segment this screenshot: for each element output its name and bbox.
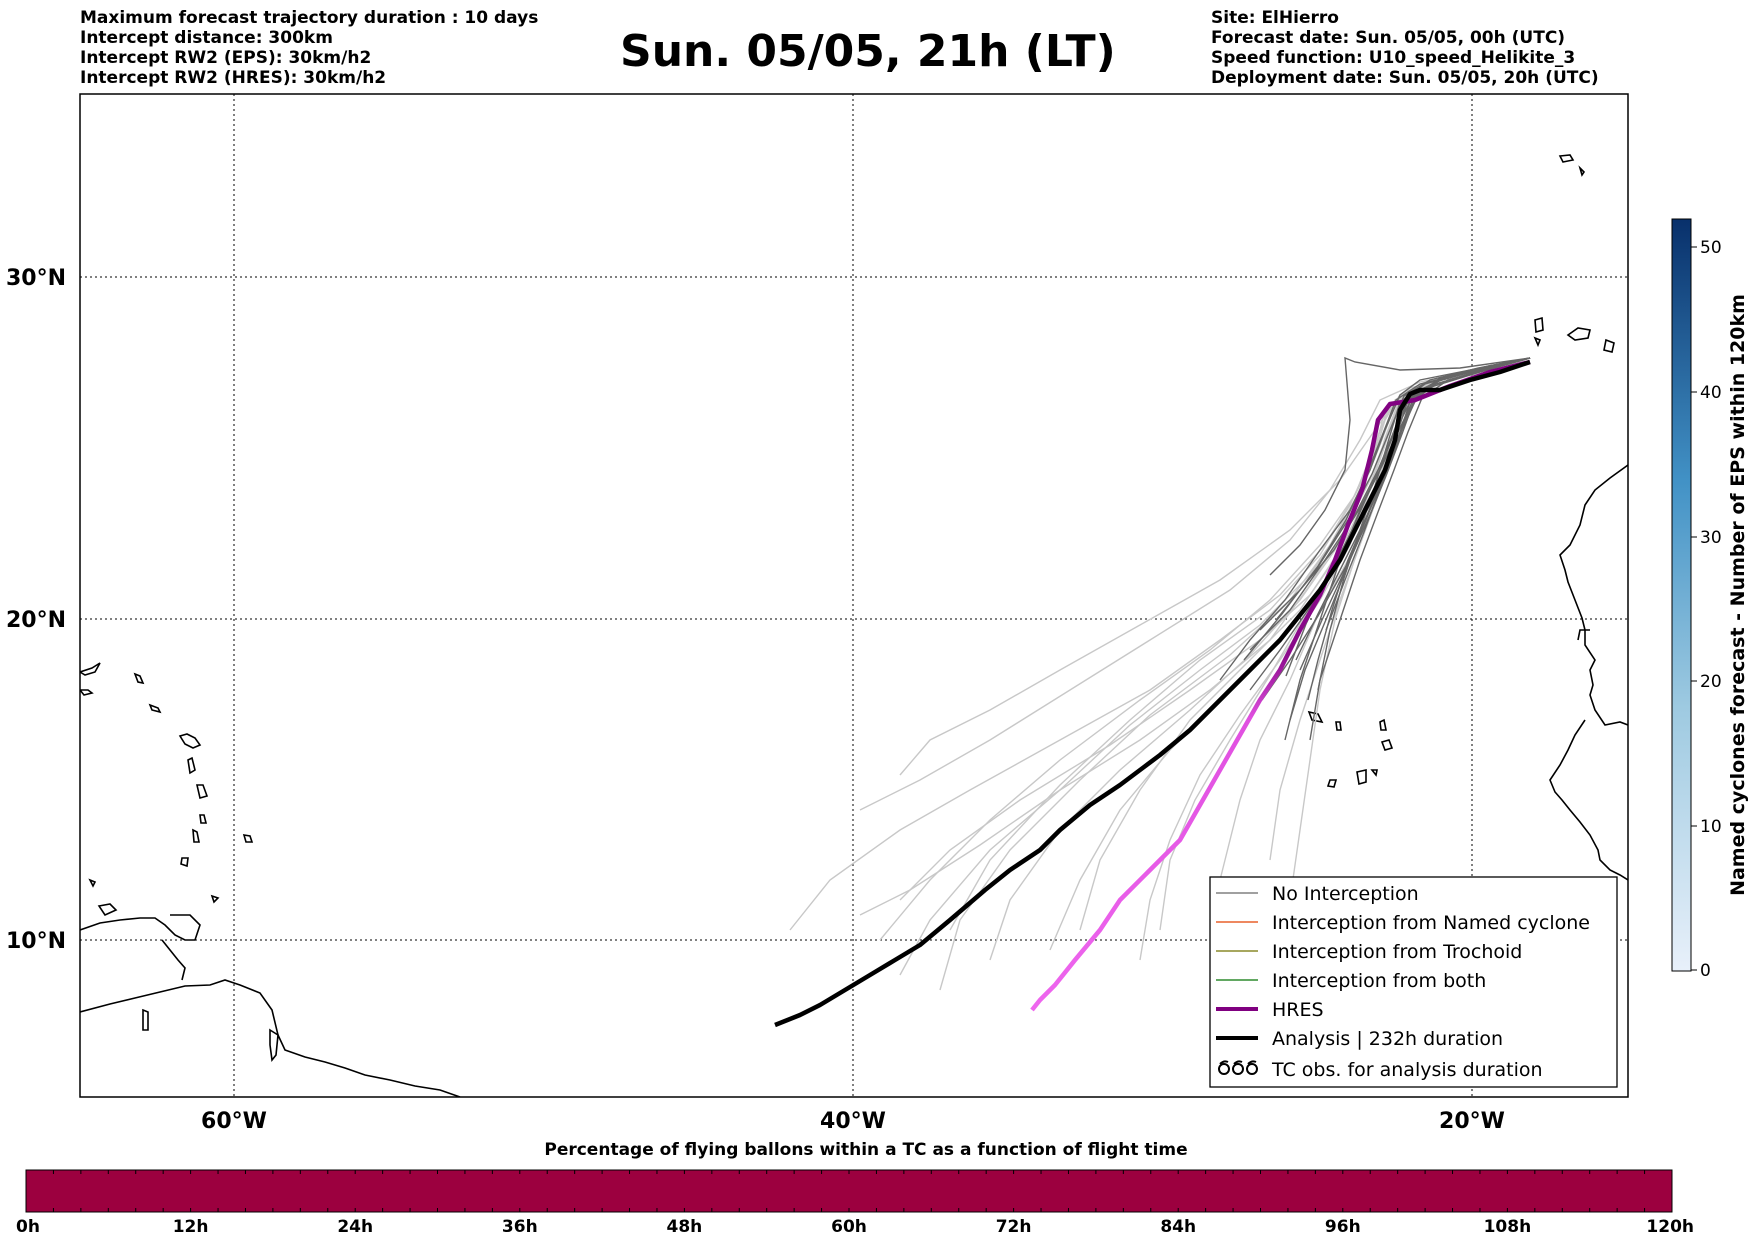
legend-item-analysis: Analysis | 232h duration (1216, 1028, 1503, 1050)
info-line: Site: ElHierro (1211, 8, 1339, 28)
info-line: Speed function: U10_speed_Helikite_3 (1211, 48, 1576, 68)
info-line: Deployment date: Sun. 05/05, 20h (UTC) (1211, 68, 1599, 88)
bottom-bar-title: Percentage of flying ballons within a TC… (544, 1140, 1187, 1160)
bottom-tick-label: 120h (1646, 1217, 1694, 1237)
legend-item-trochoid: Interception from Trochoid (1216, 941, 1522, 963)
svg-text:Interception from Trochoid: Interception from Trochoid (1272, 941, 1522, 963)
legend-item-no-interception: No Interception (1216, 883, 1419, 905)
page-title: Sun. 05/05, 21h (LT) (620, 26, 1116, 77)
bottom-tick-label: 36h (502, 1217, 538, 1237)
colorbar-tick: 50 (1700, 238, 1722, 258)
svg-text:Analysis | 232h duration: Analysis | 232h duration (1272, 1028, 1503, 1050)
analysis-trajectory (774, 359, 1531, 1028)
legend: No Interception Interception from Named … (1209, 876, 1618, 1088)
info-line: Intercept distance: 300km (80, 28, 333, 48)
svg-text:TC obs. for analysis duration: TC obs. for analysis duration (1271, 1059, 1543, 1081)
info-line: Intercept RW2 (EPS): 30km/h2 (80, 48, 372, 68)
site-parameters: Site: ElHierro Forecast date: Sun. 05/05… (1211, 8, 1599, 88)
info-line: Maximum forecast trajectory duration : 1… (80, 8, 539, 28)
svg-text:Interception from Named cyclon: Interception from Named cyclone (1272, 912, 1590, 934)
bottom-tick-label: 108h (1484, 1217, 1532, 1237)
bottom-tick-label: 72h (996, 1217, 1032, 1237)
bottom-tick-label: 60h (831, 1217, 867, 1237)
legend-item-both: Interception from both (1216, 970, 1486, 992)
colorbar-tick: 30 (1700, 528, 1722, 548)
colorbar-tick: 20 (1700, 672, 1722, 692)
bottom-tick-label: 96h (1325, 1217, 1361, 1237)
bottom-tick-label: 24h (337, 1217, 373, 1237)
lat-label-20n: 20°N (6, 608, 66, 633)
lon-label-60w: 60°W (201, 1109, 267, 1134)
lat-label-30n: 30°N (6, 266, 66, 291)
lat-label-10n: 10°N (6, 929, 66, 954)
svg-text:Interception from both: Interception from both (1272, 970, 1486, 992)
lon-label-20w: 20°W (1439, 1109, 1505, 1134)
lon-label-40w: 40°W (820, 1109, 886, 1134)
cyclone-symbols-icon (1218, 1060, 1258, 1075)
legend-item-tc-obs: TC obs. for analysis duration (1218, 1059, 1543, 1081)
svg-text:HRES: HRES (1272, 999, 1324, 1021)
colorbar-tick: 0 (1700, 961, 1711, 981)
svg-text:No Interception: No Interception (1272, 883, 1419, 905)
colorbar-named-cyclones: 50 40 30 20 10 0 Named cyclones forecast… (1671, 218, 1749, 981)
bottom-tick-label: 0h (16, 1217, 40, 1237)
colorbar-tick: 10 (1700, 817, 1722, 837)
bottom-tick-label: 84h (1160, 1217, 1196, 1237)
forecast-parameters: Maximum forecast trajectory duration : 1… (80, 8, 538, 88)
bottom-tick-label: 48h (667, 1217, 703, 1237)
info-line: Forecast date: Sun. 05/05, 00h (UTC) (1211, 28, 1566, 48)
percentage-bar (25, 1169, 1673, 1213)
info-line: Intercept RW2 (HRES): 30km/h2 (80, 68, 387, 88)
bottom-tick-labels: 0h 12h 24h 36h 48h 60h 72h 84h 96h 108h 120h (16, 1217, 1694, 1237)
legend-item-hres: HRES (1216, 999, 1324, 1021)
legend-item-named-cyclone: Interception from Named cyclone (1216, 912, 1590, 934)
colorbar-tick: 40 (1700, 383, 1722, 403)
bottom-tick-label: 12h (173, 1217, 209, 1237)
colorbar-label: Named cyclones forecast - Number of EPS … (1727, 294, 1749, 896)
hres-trajectory (1030, 359, 1531, 1012)
